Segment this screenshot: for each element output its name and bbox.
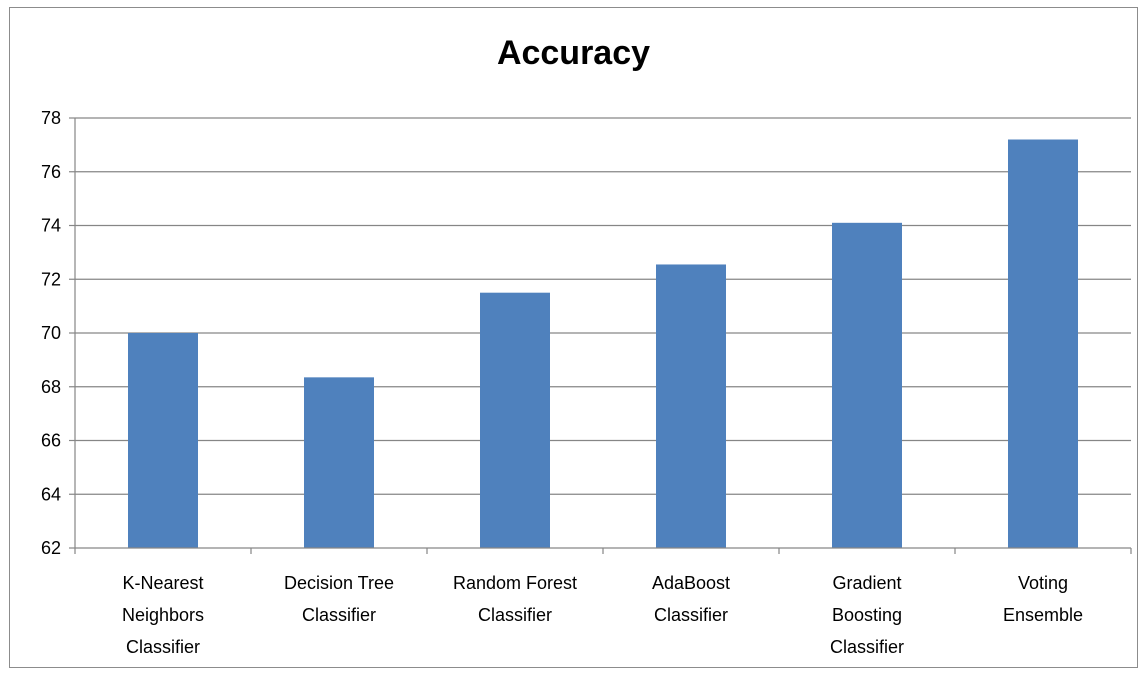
y-tick-label: 78: [41, 108, 61, 128]
x-tick-label: Decision Tree Classifier: [284, 573, 394, 625]
y-tick-labels: 62 64 66 68 70 72 74 76 78: [41, 108, 61, 558]
y-tick-label: 76: [41, 162, 61, 182]
bar: [832, 222, 902, 548]
chart-title: Accuracy: [496, 34, 651, 72]
x-tick-label: AdaBoost Classifier: [652, 573, 730, 625]
x-tick-label: Random Forest Classifier: [453, 573, 577, 625]
x-tick-label: K-Nearest Neighbors Classifier: [122, 573, 204, 657]
bar: [480, 292, 550, 548]
bar: [1008, 139, 1078, 548]
y-tick-label: 74: [41, 216, 61, 236]
y-tick-label: 68: [41, 377, 61, 397]
axes: [74, 118, 1132, 554]
x-tick-labels: K-Nearest Neighbors Classifier Decision Tre…: [122, 573, 1083, 657]
x-tick-label: Voting Ensemble: [1003, 573, 1083, 625]
bar: [128, 333, 198, 548]
bar: [304, 377, 374, 548]
y-tick-label: 64: [41, 484, 61, 504]
y-tick-label: 62: [41, 538, 61, 558]
y-tick-label: 72: [41, 269, 61, 289]
gridlines: [69, 117, 1131, 549]
bar: [656, 264, 726, 548]
y-tick-label: 66: [41, 431, 61, 451]
bars: [128, 139, 1078, 548]
y-tick-label: 70: [41, 323, 61, 343]
x-tick-label: Gradient Boosting Classifier: [830, 573, 904, 657]
